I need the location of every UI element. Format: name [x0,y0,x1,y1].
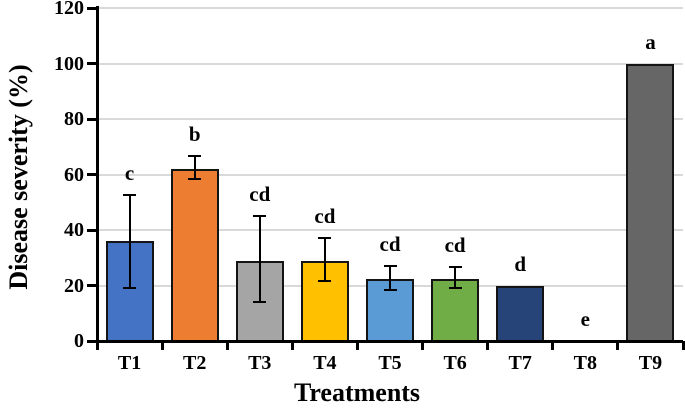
error-bar-cap-top-T2 [188,155,202,158]
error-bar-cap-bottom-T3 [253,301,267,304]
error-bar-cap-top-T5 [383,265,397,268]
x-tick-label-T2: T2 [182,352,207,374]
bar-T7 [496,285,545,343]
error-bar-cap-bottom-T4 [318,280,332,283]
x-tick-label-T1: T1 [117,352,142,374]
significance-letter-T1: c [124,161,135,186]
significance-letter-T8: e [580,307,590,331]
y-axis-tick-60 [86,173,96,176]
error-bar-T3 [258,216,261,303]
x-axis-tick-2 [225,341,229,350]
error-bar-T5 [389,266,391,290]
gridline-40 [97,229,683,231]
y-tick-label-120: 120 [54,0,84,19]
x-axis-tick-7 [551,341,555,350]
error-bar-T4 [323,238,326,282]
significance-letter-T6: cd [444,233,466,258]
y-tick-label-80: 80 [64,108,84,130]
x-tick-label-T9: T9 [638,352,663,374]
x-tick-label-T3: T3 [248,352,272,374]
gridline-120 [97,7,683,9]
y-axis-tick-0 [86,339,96,343]
significance-letter-T5: cd [379,232,401,257]
x-axis-line [95,339,683,343]
significance-letter-T3: cd [249,182,271,207]
x-tick-label-T4: T4 [313,352,337,374]
y-axis-tick-120 [86,6,96,10]
y-axis-tick-100 [86,62,96,65]
y-axis-tick-20 [86,284,96,287]
x-axis-tick-5 [421,341,425,350]
x-axis-tick-6 [486,341,490,350]
x-axis-tick-0 [95,341,99,350]
significance-letter-T7: d [514,251,527,276]
gridline-60 [97,173,683,176]
x-axis-tick-9 [681,341,685,350]
y-tick-label-40: 40 [64,219,84,241]
x-axis-tick-1 [160,341,164,350]
y-tick-label-0: 0 [74,330,84,352]
error-bar-cap-top-T6 [448,266,462,269]
x-axis-tick-3 [290,341,294,350]
x-tick-label-T8: T8 [573,352,597,374]
y-axis-tick-40 [86,228,96,232]
y-tick-label-20: 20 [64,274,84,297]
bar-T9 [626,63,675,343]
y-tick-label-100: 100 [54,52,84,75]
significance-letter-T9: a [645,29,656,54]
error-bar-T1 [128,195,131,289]
significance-letter-T4: cd [314,204,336,229]
gridline-80 [97,118,683,120]
significance-letter-T2: b [188,122,201,147]
error-bar-cap-top-T3 [253,215,267,218]
x-tick-label-T5: T5 [378,352,402,374]
error-bar-cap-bottom-T6 [448,287,462,290]
error-bar-T2 [193,156,196,179]
error-bar-cap-bottom-T1 [123,287,137,290]
x-tick-label-T6: T6 [443,352,467,374]
y-tick-label-60: 60 [64,163,84,186]
error-bar-cap-bottom-T2 [188,177,202,180]
y-axis-tick-80 [86,117,96,121]
x-tick-label-T7: T7 [508,352,532,374]
y-axis-line [95,6,99,344]
bar-T2 [170,168,219,343]
gridline-100 [97,62,683,65]
y-axis-title: Disease severity (%) [4,64,33,290]
error-bar-T6 [454,267,457,289]
x-axis-tick-8 [616,341,620,350]
error-bar-cap-bottom-T5 [383,288,397,291]
bar-T4 [300,260,349,343]
error-bar-cap-top-T4 [318,237,332,240]
error-bar-cap-top-T1 [123,194,137,197]
x-axis-tick-4 [355,341,359,350]
x-axis-title: Treatments [293,378,421,407]
